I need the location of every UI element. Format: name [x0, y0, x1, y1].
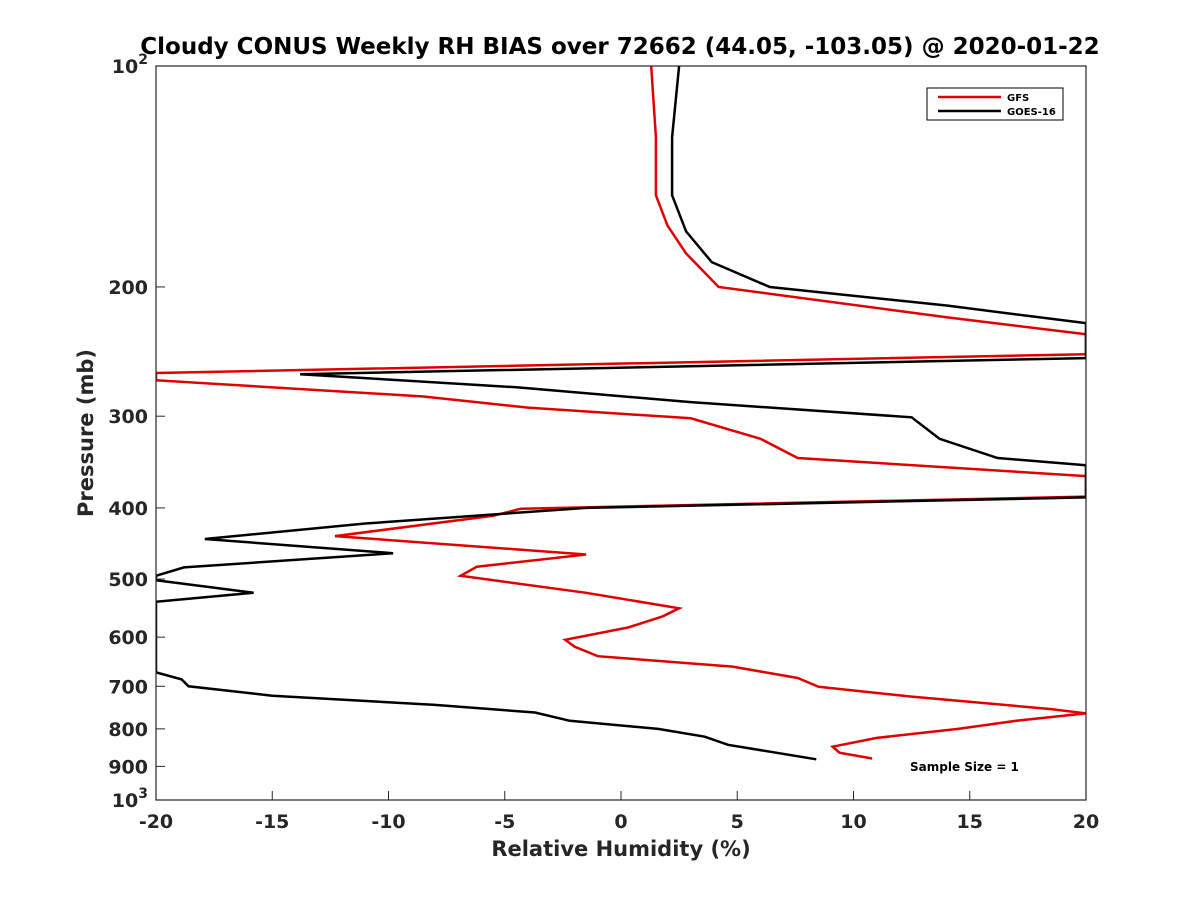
y-tick-label: 103 — [112, 786, 148, 812]
x-tick-label: 5 — [731, 811, 744, 833]
x-tick-label: 0 — [614, 811, 627, 833]
x-tick-label: -20 — [139, 811, 173, 833]
y-tick-label: 900 — [108, 756, 148, 778]
legend-label-goes-16: GOES-16 — [1007, 107, 1056, 118]
y-tick-exponent: 3 — [138, 786, 148, 802]
chart-title: Cloudy CONUS Weekly RH BIAS over 72662 (… — [140, 34, 1099, 60]
series-line-goes-16 — [156, 66, 1086, 761]
y-axis-label: Pressure (mb) — [74, 349, 98, 517]
x-tick-label: -10 — [371, 811, 405, 833]
y-tick-label: 200 — [108, 277, 148, 299]
y-tick-exponent: 2 — [138, 52, 148, 68]
series-layer — [156, 66, 1086, 761]
ticks-layer: -20 -15 -10 -5 0 5 10 15 20102200300400500600700… — [108, 52, 1099, 833]
series-line-gfs — [156, 66, 1086, 760]
y-tick-label: 500 — [108, 569, 148, 591]
x-tick-label: 10 — [840, 811, 866, 833]
x-tick-label: 20 — [1073, 811, 1099, 833]
x-tick-label: -5 — [494, 811, 515, 833]
y-tick-label: 800 — [108, 719, 148, 741]
y-tick-label: 600 — [108, 627, 148, 649]
legend-box — [926, 87, 1064, 121]
x-tick-label: -15 — [255, 811, 289, 833]
y-tick-base: 10 — [112, 56, 138, 78]
y-tick-label: 700 — [108, 676, 148, 698]
legend: GFS GOES-16 — [926, 87, 1064, 121]
sample-size-annotation: Sample Size = 1 — [910, 760, 1019, 774]
y-tick-label: 300 — [108, 406, 148, 428]
legend-label-gfs: GFS — [1007, 93, 1029, 104]
y-tick-label: 400 — [108, 498, 148, 520]
y-tick-label: 102 — [112, 52, 148, 78]
x-axis-label: Relative Humidity (%) — [491, 837, 750, 861]
y-tick-base: 10 — [112, 790, 138, 812]
x-tick-label: 15 — [957, 811, 983, 833]
